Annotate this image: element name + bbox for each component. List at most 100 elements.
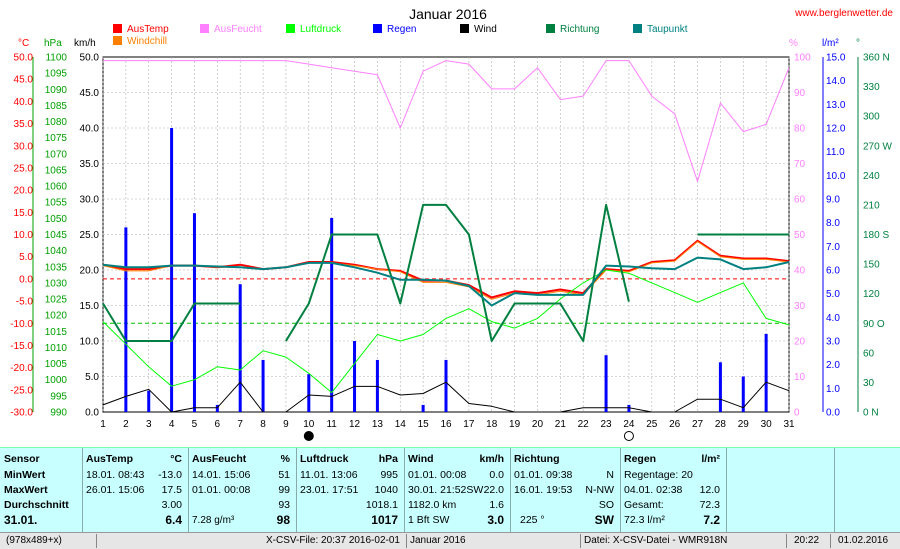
rain-unit: l/m² [822,38,839,49]
tick-temp-8: 10.0 [14,230,34,241]
row-label-today: 31.01. [4,513,38,527]
wind-avg-extra: 1182.0 km [408,499,457,511]
luftdruck-unit: hPa [378,453,398,465]
legend-swatch-luftdruck [286,24,295,33]
wind-unit: km/h [479,453,504,465]
status-month: Januar 2016 [410,535,466,546]
wind-unit: km/h [74,38,96,49]
tick-direction-9: 90 O [863,319,885,330]
tick-rain-0: 15.0 [826,53,846,64]
regen-max: 12.0 [699,484,720,496]
status-size: (978x489+x) [6,535,62,546]
austemp-max: 17.5 [161,484,182,496]
tick-pressure-18: 1010 [45,343,68,354]
luftdruck-max-time: 23.01. 17:51 [300,484,359,496]
tick-direction-6: 180 S [863,230,889,241]
row-label-avg: Durchschnitt [4,499,69,511]
tick-wind-2: 40.0 [80,124,100,135]
x-tick-30: 30 [761,419,773,430]
wind-min-time: 01.01. 00:08 [408,469,467,481]
legend-swatch-windchill [113,36,122,45]
x-tick-13: 13 [372,419,384,430]
rain-bar-day-8 [261,359,265,412]
website-link[interactable]: www.berglenwetter.de [794,8,893,19]
tick-pressure-20: 1000 [45,375,68,386]
rain-bar-day-23 [604,355,608,412]
tick-humidity-3: 70 [794,159,806,170]
chart-title: Januar 2016 [409,6,487,22]
temp-unit: °C [18,38,29,49]
direction-unit: ° [856,38,860,49]
tick-rain-15: 0.0 [826,408,840,419]
rain-bar-day-12 [353,341,357,412]
ausfeucht-min: 51 [278,469,290,481]
series-line-richtung [102,203,789,342]
richtung-header: Richtung [514,453,560,465]
tick-pressure-13: 1035 [45,262,68,273]
tick-temp-1: 45.0 [14,75,34,86]
tick-pressure-9: 1055 [45,198,68,209]
x-tick-24: 24 [623,419,635,430]
x-tick-1: 1 [100,419,106,430]
tick-pressure-7: 1065 [45,165,68,176]
rain-bar-day-10 [307,374,311,412]
moon-new-icon [303,431,314,441]
x-tick-15: 15 [418,419,430,430]
legend-label-ausfeucht: AusFeucht [214,24,262,35]
x-tick-27: 27 [692,419,704,430]
x-tick-6: 6 [215,419,221,430]
tick-wind-10: 0.0 [85,408,99,419]
x-tick-31: 31 [783,419,795,430]
ausfeucht-unit: % [280,453,290,465]
tick-temp-15: -25.0 [10,385,33,396]
tick-direction-8: 120 [863,289,880,300]
legend-label-luftdruck: Luftdruck [300,24,342,35]
luftdruck-min: 995 [380,469,398,481]
series-line-taupunkt [102,256,790,307]
reference-lines [103,278,789,324]
rain-bar-day-3 [147,390,151,412]
tick-humidity-6: 40 [794,266,806,277]
x-tick-26: 26 [669,419,681,430]
luftdruck-min-time: 11.01. 13:06 [300,469,358,481]
ausfeucht-avg: 93 [278,499,290,511]
x-tick-2: 2 [123,419,129,430]
luftdruck-avg: 1018.1 [365,499,398,511]
tick-temp-11: -5.0 [16,297,34,308]
wind-column: Wind km/h 01.01. 00:08 0.0 30.01. 21:52SW 2… [408,450,508,532]
tick-pressure-12: 1040 [45,246,68,257]
richtung-avg: SO [598,499,614,511]
austemp-avg: 3.00 [161,499,182,511]
tick-wind-7: 15.0 [80,301,100,312]
regen-today: 7.2 [703,513,720,527]
wind-header: Wind [408,453,434,465]
rain-bar-day-15 [421,404,425,412]
series-line-luftdruck [102,269,790,394]
axis-units: °C hPa km/h % l/m² ° [18,38,860,49]
austemp-today: 6.4 [165,513,182,527]
x-tick-7: 7 [237,419,243,430]
ausfeucht-today-extra: 7.28 g/m³ [192,515,235,526]
rain-bar-day-30 [764,333,768,412]
tick-temp-4: 30.0 [14,141,34,152]
tick-direction-11: 30 [863,378,875,389]
tick-temp-6: 20.0 [14,186,34,197]
tick-wind-1: 45.0 [80,88,100,99]
tick-temp-2: 40.0 [14,97,34,108]
x-tick-23: 23 [601,419,613,430]
regen-sum-label: Gesamt: [624,499,664,511]
wind-max-time: 30.01. 21:52SW [408,484,484,496]
tick-rain-8: 7.0 [826,242,840,253]
status-time: 20:22 [794,535,820,546]
sensor-column: Sensor MinWert MaxWert Durchschnitt 31.0… [4,450,80,532]
ausfeucht-min-time: 14.01. 15:06 [192,469,251,481]
richtung-min: N [606,469,614,481]
tick-pressure-16: 1020 [45,311,68,322]
tick-pressure-21: 995 [50,391,67,402]
tick-pressure-0: 1100 [45,53,67,64]
humidity-unit: % [789,38,798,49]
austemp-unit: °C [170,453,182,465]
tick-rain-6: 9.0 [826,195,840,206]
luftdruck-today: 1017 [371,513,398,527]
